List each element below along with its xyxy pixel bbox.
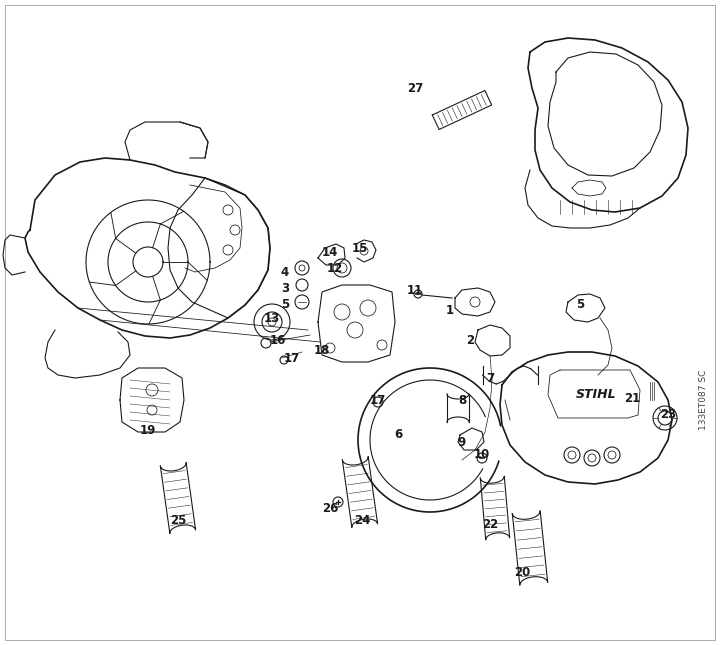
Text: 3: 3 [281,281,289,295]
Text: 11: 11 [407,284,423,297]
Text: 13: 13 [264,312,280,324]
Text: 12: 12 [327,261,343,275]
Text: 22: 22 [482,519,498,531]
Text: 24: 24 [354,513,370,526]
Text: 8: 8 [458,393,466,406]
Text: STIHL: STIHL [576,388,616,401]
Text: 4: 4 [281,266,289,279]
Text: 16: 16 [270,333,286,346]
Text: 2: 2 [466,333,474,346]
Text: 6: 6 [394,428,402,441]
Text: 10: 10 [474,448,490,462]
Text: 19: 19 [140,424,156,437]
Text: 1: 1 [446,304,454,317]
Text: 17: 17 [370,393,386,406]
Text: 21: 21 [624,392,640,404]
Text: 15: 15 [352,241,368,255]
Text: 20: 20 [514,566,530,579]
Text: 5: 5 [576,299,584,312]
Text: 133ET087 SC: 133ET087 SC [698,370,708,430]
Text: 14: 14 [322,246,338,259]
Text: 23: 23 [660,408,676,421]
Text: 5: 5 [281,297,289,310]
Text: 17: 17 [284,352,300,364]
Text: 18: 18 [314,344,330,357]
Text: 9: 9 [458,435,466,448]
Text: 27: 27 [407,81,423,95]
Text: 26: 26 [322,502,338,515]
Text: 25: 25 [170,513,186,526]
Text: 7: 7 [486,372,494,384]
